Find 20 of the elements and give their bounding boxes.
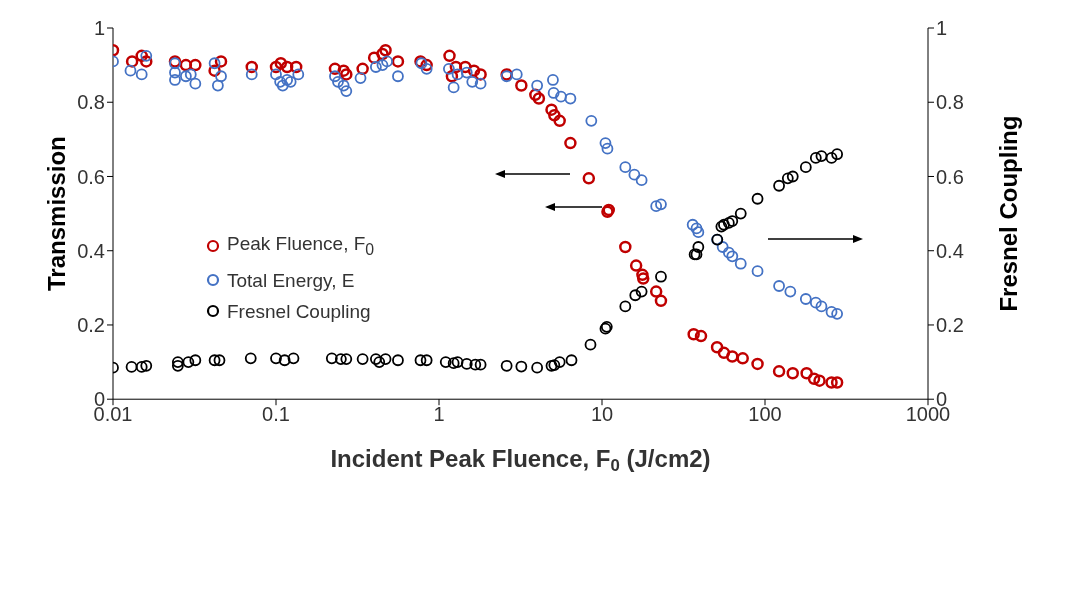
y2-tick-label: 0.6: [936, 165, 964, 188]
y-tick-label: 0.4: [77, 239, 105, 262]
y2-tick-label: 0.2: [936, 314, 964, 337]
y2-tick-label: 1: [936, 17, 948, 40]
y2-axis-title: Fresnel Coupling: [994, 115, 1022, 312]
x-tick-label: 1: [433, 403, 445, 426]
y-tick-label: 1: [93, 17, 105, 40]
y-tick-label: 0.6: [77, 165, 105, 188]
legend-label: Total Energy, E: [227, 269, 355, 291]
y2-tick-label: 0.8: [936, 91, 964, 114]
y-axis-title: Transmission: [42, 136, 70, 291]
y-tick-label: 0.2: [77, 314, 105, 337]
x-tick-label: 10: [590, 403, 614, 426]
y2-tick-label: 0.4: [936, 239, 964, 262]
legend-label: Peak Fluence, F$_{0}$: [227, 233, 375, 258]
x-tick-label: 0.1: [262, 403, 290, 426]
y-tick-label: 0.8: [77, 91, 105, 114]
x-axis-title: Incident Peak Fluence, F$_{0}$ (J/cm2): [330, 445, 711, 476]
legend-label: Fresnel Coupling: [227, 300, 371, 322]
x-tick-label: 100: [748, 403, 782, 426]
